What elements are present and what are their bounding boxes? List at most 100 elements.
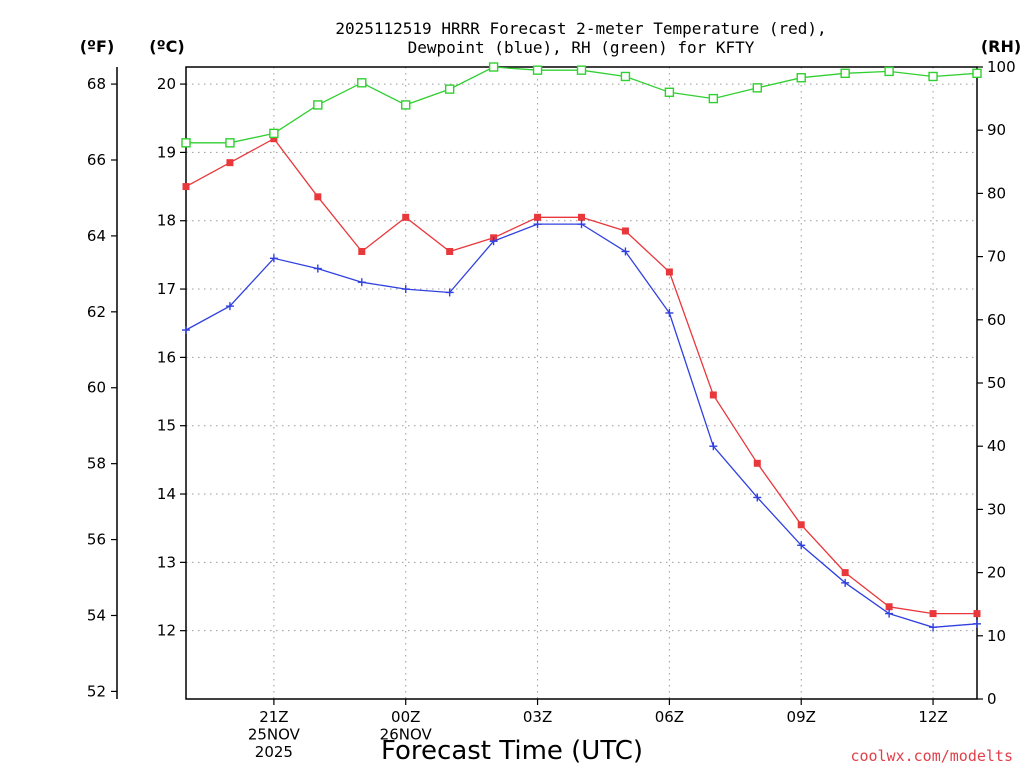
temperature-point bbox=[973, 610, 981, 618]
rh-point bbox=[972, 68, 982, 79]
celsius-tick-label: 13 bbox=[157, 553, 176, 571]
fahrenheit-tick-label: 60 bbox=[87, 379, 106, 397]
celsius-tick-label: 15 bbox=[157, 417, 176, 435]
dewpoint-point bbox=[797, 541, 806, 550]
dewpoint-point bbox=[841, 578, 850, 587]
rh-point bbox=[796, 73, 806, 83]
rh-point bbox=[444, 84, 455, 94]
rh-tick-label: 80 bbox=[987, 184, 1006, 202]
rh-point bbox=[620, 71, 631, 82]
rh-tick-label: 10 bbox=[987, 627, 1006, 645]
rh-point bbox=[401, 100, 411, 110]
dewpoint-point bbox=[929, 623, 938, 632]
temperature-point bbox=[270, 135, 278, 143]
rh-series-line bbox=[186, 66, 978, 144]
x-tick-label: 09Z bbox=[787, 708, 816, 726]
fahrenheit-tick-label: 52 bbox=[87, 682, 106, 700]
temperature-point bbox=[841, 569, 849, 577]
temperature-point bbox=[929, 610, 937, 618]
rh-tick-label: 60 bbox=[987, 311, 1006, 329]
rh-tick-label: 50 bbox=[987, 374, 1006, 392]
rh-point bbox=[532, 65, 543, 75]
temperature-point bbox=[753, 459, 761, 467]
x-tick-label: 12Z bbox=[918, 708, 947, 726]
dewpoint-point bbox=[401, 285, 410, 294]
temperature-point bbox=[446, 247, 454, 255]
temperature-point bbox=[182, 183, 190, 191]
rh-point bbox=[313, 100, 323, 110]
dewpoint-point bbox=[973, 619, 981, 628]
series-layer bbox=[181, 62, 982, 632]
temperature-point bbox=[797, 521, 805, 529]
rh-tick-label: 30 bbox=[987, 500, 1006, 518]
rh-tick-label: 0 bbox=[987, 690, 997, 708]
fahrenheit-unit-label: (ºF) bbox=[80, 37, 115, 56]
dewpoint-point bbox=[445, 288, 454, 297]
rh-point bbox=[269, 128, 279, 139]
celsius-tick-label: 20 bbox=[157, 75, 176, 93]
temperature-point bbox=[534, 213, 542, 221]
dewpoint-point bbox=[885, 609, 894, 618]
x-axis-label: Forecast Time (UTC) bbox=[381, 736, 643, 766]
fahrenheit-tick-label: 64 bbox=[87, 227, 106, 245]
dewpoint-point bbox=[665, 308, 674, 317]
dewpoint-point bbox=[577, 220, 586, 229]
dewpoint-point bbox=[313, 264, 322, 273]
x-tick-label: 2025 bbox=[255, 743, 293, 761]
grid bbox=[186, 67, 977, 699]
celsius-tick-label: 19 bbox=[157, 143, 176, 161]
x-tick-label: 00Z bbox=[391, 708, 420, 726]
fahrenheit-tick-label: 54 bbox=[87, 606, 106, 624]
fahrenheit-tick-label: 62 bbox=[87, 303, 106, 321]
plot-frame bbox=[185, 66, 978, 700]
temperature-point bbox=[885, 603, 893, 611]
rh-point bbox=[664, 87, 675, 97]
x-tick-label: 26NOV bbox=[380, 726, 433, 744]
temperature-point bbox=[314, 193, 322, 201]
celsius-tick-label: 16 bbox=[157, 348, 176, 366]
temperature-point bbox=[358, 247, 366, 255]
celsius-tick-label: 14 bbox=[157, 485, 176, 503]
fahrenheit-tick-label: 68 bbox=[87, 75, 106, 93]
rh-point bbox=[840, 68, 850, 79]
x-tick-label: 25NOV bbox=[248, 726, 301, 744]
rh-point bbox=[225, 138, 235, 148]
dewpoint-point bbox=[489, 237, 498, 246]
celsius-unit-label: (ºC) bbox=[149, 37, 184, 56]
temperature-point bbox=[665, 268, 673, 276]
temperature-point bbox=[709, 391, 717, 399]
chart-title-line1: 2025112519 HRRR Forecast 2-meter Tempera… bbox=[335, 19, 826, 38]
dewpoint-point bbox=[753, 493, 762, 502]
credit-text: coolwx.com/modelts bbox=[850, 747, 1013, 765]
celsius-tick-label: 12 bbox=[157, 622, 176, 640]
rh-point bbox=[181, 138, 191, 148]
fahrenheit-tick-label: 56 bbox=[87, 531, 106, 549]
rh-point bbox=[357, 78, 367, 88]
fahrenheit-tick-label: 66 bbox=[87, 151, 106, 169]
rh-tick-label: 100 bbox=[987, 58, 1016, 76]
celsius-tick-label: 17 bbox=[157, 280, 176, 298]
temperature-point bbox=[226, 159, 234, 167]
dewpoint-point bbox=[621, 247, 630, 256]
rh-point bbox=[488, 62, 499, 72]
rh-point bbox=[752, 83, 762, 93]
rh-point bbox=[928, 71, 938, 82]
x-tick-label: 03Z bbox=[523, 708, 552, 726]
rh-unit-label: (RH) bbox=[981, 37, 1021, 56]
rh-tick-label: 70 bbox=[987, 248, 1006, 266]
celsius-tick-label: 18 bbox=[157, 212, 176, 230]
dewpoint-point bbox=[709, 442, 718, 451]
dewpoint-point bbox=[533, 220, 542, 229]
dewpoint-point bbox=[357, 278, 366, 287]
dewpoint-point bbox=[225, 302, 234, 311]
rh-point bbox=[576, 65, 587, 75]
chart-title-line2: Dewpoint (blue), RH (green) for KFTY bbox=[408, 38, 755, 57]
dewpoint-point bbox=[269, 254, 278, 263]
rh-point bbox=[884, 66, 894, 77]
fahrenheit-tick-label: 58 bbox=[87, 455, 106, 473]
rh-point bbox=[708, 93, 719, 104]
rh-tick-label: 40 bbox=[987, 437, 1006, 455]
axes: 52 54 56 58 60 62 64 66 68 12 13 14 15 16 17 18 19 20 0 10 2… bbox=[87, 58, 1016, 761]
x-tick-label: 06Z bbox=[655, 708, 684, 726]
